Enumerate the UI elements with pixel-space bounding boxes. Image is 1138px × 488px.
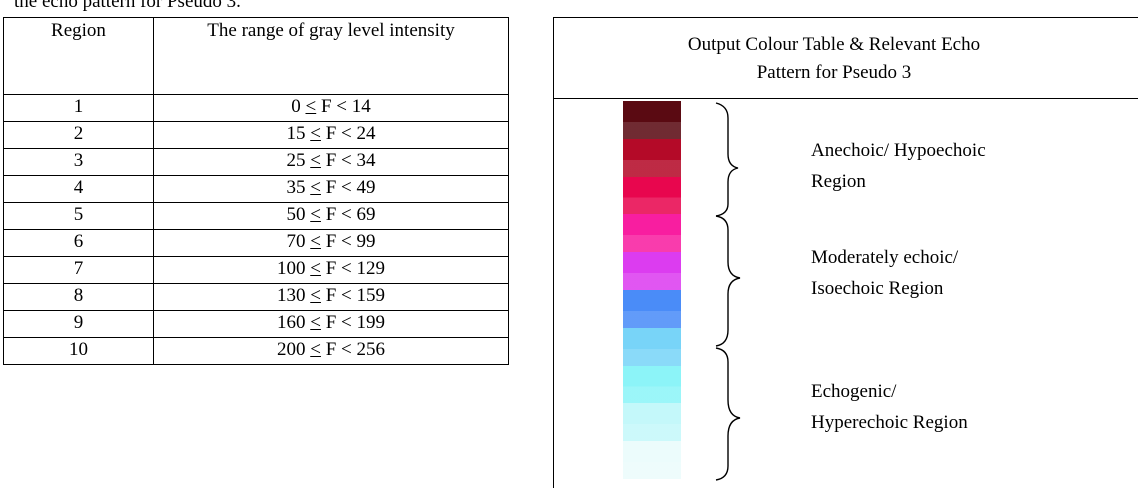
table-row: 2 15 < F < 24 (3, 121, 509, 149)
label-hyperechoic: Echogenic/ Hyperechoic Region (811, 376, 968, 438)
colour-swatch (623, 327, 681, 366)
colour-swatch (623, 214, 681, 253)
region-cell: 9 (3, 310, 154, 338)
label-hyperechoic-line2: Hyperechoic Region (811, 412, 968, 433)
region-cell: 4 (3, 175, 154, 203)
table-row: 4 35 < F < 49 (3, 175, 509, 203)
label-anechoic-line1: Anechoic/ Hypoechoic (811, 140, 986, 161)
colour-swatch (623, 138, 681, 177)
colour-swatch (623, 441, 681, 479)
table-row: 6 70 < F < 99 (3, 229, 509, 257)
range-cell: 70 < F < 99 (153, 229, 509, 257)
colour-swatch (623, 101, 681, 139)
panel-title-line2: Pattern for Pseudo 3 (756, 62, 912, 83)
label-hyperechoic-line1: Echogenic/ (811, 381, 897, 402)
table-row: 3 25 < F < 34 (3, 148, 509, 176)
header-range: The range of gray level intensity (153, 17, 509, 95)
region-cell: 10 (3, 337, 154, 365)
brace-hyperechoic (715, 347, 741, 481)
label-isoechoic-line1: Moderately echoic/ (811, 247, 959, 268)
colour-swatch (623, 403, 681, 442)
header-region: Region (3, 17, 154, 95)
table-caption: the echo pattern for Pseudo 3. (14, 0, 241, 12)
region-cell: 3 (3, 148, 154, 176)
region-cell: 2 (3, 121, 154, 149)
range-cell: 25 < F < 34 (153, 148, 509, 176)
colour-swatch (623, 252, 681, 290)
region-cell: 6 (3, 229, 154, 257)
colour-swatch (623, 176, 681, 215)
label-anechoic-line2: Region (811, 171, 866, 192)
range-cell: 50 < F < 69 (153, 202, 509, 230)
gray-level-range-table: Region The range of gray level intensity… (3, 17, 509, 365)
panel-title-line1: Output Colour Table & Relevant Echo (687, 34, 981, 55)
label-anechoic: Anechoic/ Hypoechoic Region (811, 135, 986, 197)
table-header-row: Region The range of gray level intensity (3, 17, 509, 95)
label-isoechoic: Moderately echoic/ Isoechoic Region (811, 242, 958, 304)
panel-title: Output Colour Table & Relevant Echo Patte… (554, 18, 1138, 99)
region-cell: 7 (3, 256, 154, 284)
panel-title-text: Output Colour Table & Relevant Echo Patte… (554, 31, 1114, 87)
colour-table-panel: Output Colour Table & Relevant Echo Patte… (553, 17, 1138, 488)
colour-swatch (623, 365, 681, 404)
table-row: 5 50 < F < 69 (3, 202, 509, 230)
region-cell: 1 (3, 94, 154, 122)
output-colour-bar (623, 101, 681, 479)
range-cell: 15 < F < 24 (153, 121, 509, 149)
range-cell: 35 < F < 49 (153, 175, 509, 203)
region-cell: 8 (3, 283, 154, 311)
table-row: 9 160 < F < 199 (3, 310, 509, 338)
range-cell: 160 < F < 199 (153, 310, 509, 338)
range-cell: 130 < F < 159 (153, 283, 509, 311)
range-cell: 100 < F < 129 (153, 256, 509, 284)
range-cell: 0 < F < 14 (153, 94, 509, 122)
range-cell: 200 < F < 256 (153, 337, 509, 365)
table-row: 7 100 < F < 129 (3, 256, 509, 284)
colour-swatch (623, 289, 681, 328)
brace-anechoic (715, 102, 739, 217)
table-row: 10 200 < F < 256 (3, 337, 509, 365)
label-isoechoic-line2: Isoechoic Region (811, 278, 944, 299)
region-cell: 5 (3, 202, 154, 230)
table-row: 8 130 < F < 159 (3, 283, 509, 311)
region-braces (715, 102, 741, 481)
brace-isoechoic (715, 215, 741, 347)
